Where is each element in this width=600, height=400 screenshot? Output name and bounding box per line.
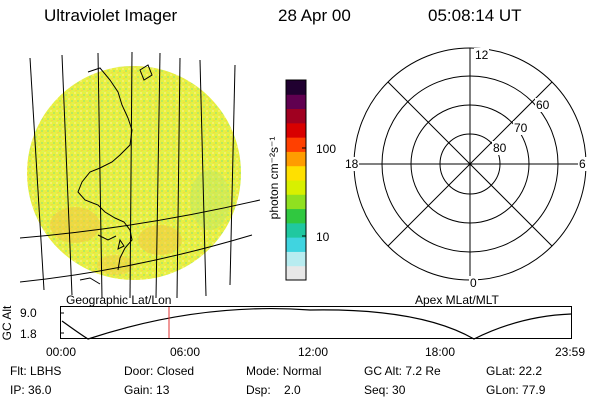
coastline: [77, 64, 153, 285]
colorbar-cell: [286, 94, 306, 110]
colorbar-cell: [286, 251, 306, 267]
colorbar-cell: [286, 80, 306, 95]
colorbar-cell: [286, 108, 306, 124]
mlt-label-right: 6: [578, 157, 587, 171]
colorbar-tick-100: 100: [316, 142, 337, 156]
status-gc-alt: GC Alt: 7.2 Re: [364, 364, 441, 378]
lat-label-60: 60: [535, 98, 551, 112]
altitude-xtick-1: 06:00: [170, 345, 201, 359]
altitude-ytick-1-8: 1.8: [20, 327, 37, 341]
colorbar-cell: [286, 237, 306, 252]
polar-plot: [353, 47, 587, 281]
lat-label-70: 70: [513, 121, 529, 135]
mlt-label-bottom: 0: [469, 276, 478, 290]
mlt-label-left: 18: [344, 157, 360, 171]
time-label: 05:08:14 UT: [428, 6, 522, 25]
colorbar-cell: [286, 165, 306, 181]
mlt-label-top: 12: [474, 48, 490, 62]
lat-lon-grid: [20, 51, 260, 299]
colorbar-cell: [286, 180, 306, 195]
status-ip: IP: 36.0: [10, 383, 52, 397]
status-door: Door: Closed: [124, 364, 195, 378]
colorbar-cell: [286, 222, 306, 238]
colorbar-cell: [286, 265, 306, 281]
colorbar: [285, 79, 307, 281]
colorbar-cell: [286, 137, 306, 152]
polar-plot-label: Apex MLat/MLT: [415, 293, 499, 307]
status-dsp: Dsp: 2.0: [246, 383, 301, 397]
altitude-xtick-4: 23:59: [555, 345, 586, 359]
date-label: 28 Apr 00: [278, 6, 351, 25]
polar-diag-2: [387, 81, 553, 247]
colorbar-unit-label: photon cm⁻²s⁻¹: [267, 136, 281, 220]
colorbar-tick-10: 10: [316, 230, 330, 244]
uv-disk: [27, 66, 241, 280]
left-map-label: Geographic Lat/Lon: [66, 293, 172, 307]
status-flt: Flt: LBHS: [10, 364, 62, 378]
colorbar-cell: [286, 122, 306, 138]
altitude-xtick-3: 18:00: [425, 345, 456, 359]
altitude-plot: [60, 306, 572, 340]
altitude-xtick-2: 12:00: [298, 345, 329, 359]
geographic-map: [20, 51, 260, 299]
status-seq: Seq: 30: [364, 383, 406, 397]
altitude-ytick-9: 9.0: [20, 306, 37, 320]
status-glon: GLon: 77.9: [486, 383, 546, 397]
status-gain: Gain: 13: [124, 383, 170, 397]
instrument-title: Ultraviolet Imager: [44, 6, 178, 25]
status-mode: Mode: Normal: [246, 364, 322, 378]
status-glat: GLat: 22.2: [486, 364, 543, 378]
colorbar-cell: [286, 208, 306, 224]
altitude-ylabel: GC Alt: [0, 305, 14, 341]
colorbar-cell: [286, 194, 306, 210]
lat-label-80: 80: [492, 141, 508, 155]
altitude-xtick-0: 00:00: [46, 345, 77, 359]
colorbar-cell: [286, 151, 306, 167]
altitude-curve: [61, 307, 572, 340]
